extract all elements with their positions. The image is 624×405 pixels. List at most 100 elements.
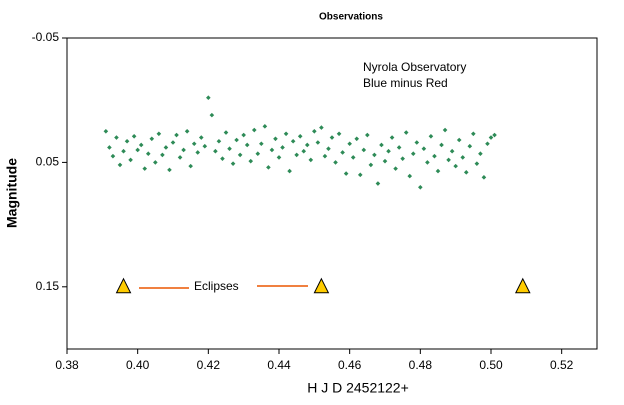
data-point bbox=[435, 168, 441, 174]
data-point bbox=[153, 160, 158, 165]
data-point bbox=[223, 130, 229, 135]
data-point bbox=[131, 133, 137, 139]
data-point bbox=[319, 125, 324, 130]
data-point bbox=[269, 147, 275, 153]
data-point bbox=[241, 132, 246, 138]
data-point bbox=[294, 152, 299, 158]
data-point bbox=[386, 148, 391, 154]
data-point bbox=[393, 166, 398, 171]
data-point bbox=[418, 184, 423, 190]
data-point bbox=[400, 156, 405, 161]
data-point bbox=[237, 152, 243, 158]
data-point bbox=[138, 142, 144, 148]
data-point bbox=[255, 151, 261, 156]
data-point bbox=[170, 140, 176, 145]
data-point bbox=[121, 148, 126, 154]
x-tick-label: 0.48 bbox=[409, 358, 433, 372]
data-point bbox=[262, 124, 268, 129]
data-point bbox=[439, 142, 444, 148]
data-point bbox=[442, 127, 448, 133]
data-point bbox=[114, 135, 119, 140]
data-point bbox=[227, 146, 232, 152]
data-point bbox=[336, 131, 342, 137]
data-point bbox=[244, 142, 250, 148]
x-tick-label: 0.44 bbox=[267, 358, 291, 372]
data-point bbox=[372, 152, 377, 158]
data-point bbox=[135, 147, 140, 153]
data-point bbox=[251, 127, 257, 133]
data-point bbox=[485, 141, 490, 147]
data-point bbox=[421, 146, 427, 152]
data-point bbox=[432, 153, 437, 159]
data-point bbox=[407, 173, 413, 179]
data-point bbox=[145, 151, 151, 156]
data-point bbox=[428, 133, 434, 139]
data-point bbox=[463, 170, 469, 175]
data-point bbox=[453, 163, 458, 169]
data-point bbox=[514, 277, 531, 294]
data-point bbox=[322, 153, 328, 159]
plot-frame bbox=[66, 37, 598, 350]
data-point bbox=[382, 158, 388, 164]
data-point bbox=[396, 145, 402, 150]
data-point bbox=[191, 141, 197, 147]
y-tick-label: -0.05 bbox=[32, 30, 60, 44]
data-point bbox=[184, 129, 190, 134]
y-axis-label: Magnitude bbox=[4, 158, 20, 228]
data-point bbox=[375, 181, 381, 186]
data-point bbox=[357, 172, 363, 178]
data-point bbox=[177, 155, 183, 160]
data-point bbox=[188, 163, 193, 169]
y-tick-label: 0.05 bbox=[36, 155, 60, 169]
data-point bbox=[312, 129, 317, 134]
data-point bbox=[156, 131, 162, 137]
data-point bbox=[313, 277, 330, 294]
data-point bbox=[280, 145, 285, 150]
data-point bbox=[209, 112, 215, 118]
data-point bbox=[174, 132, 179, 138]
data-point bbox=[368, 162, 374, 168]
data-point bbox=[354, 136, 360, 142]
data-point bbox=[202, 143, 208, 149]
data-point bbox=[456, 137, 462, 143]
data-point bbox=[467, 143, 473, 149]
data-point bbox=[340, 150, 345, 155]
data-point bbox=[181, 147, 186, 153]
data-point bbox=[230, 161, 236, 166]
data-point bbox=[389, 135, 395, 140]
data-point bbox=[308, 157, 314, 163]
data-point bbox=[474, 161, 480, 166]
data-point bbox=[287, 168, 292, 174]
data-point bbox=[301, 148, 307, 154]
data-point bbox=[492, 132, 497, 138]
data-point bbox=[142, 166, 148, 171]
data-point bbox=[167, 167, 172, 173]
data-point bbox=[103, 129, 109, 134]
data-point bbox=[471, 131, 476, 137]
data-point bbox=[213, 148, 218, 154]
data-point bbox=[365, 132, 370, 138]
data-point bbox=[276, 155, 282, 160]
annotation: Eclipses bbox=[194, 279, 239, 293]
data-point bbox=[110, 153, 116, 159]
data-point bbox=[460, 155, 466, 160]
annotation: Nyrola Observatory bbox=[363, 60, 466, 74]
data-point bbox=[449, 148, 455, 154]
data-point bbox=[403, 130, 409, 135]
data-point bbox=[425, 160, 430, 165]
data-point bbox=[206, 95, 211, 101]
data-point bbox=[163, 145, 169, 150]
data-point bbox=[195, 150, 201, 155]
data-point bbox=[248, 158, 254, 164]
data-point bbox=[115, 277, 132, 294]
data-point bbox=[128, 157, 133, 163]
data-point bbox=[315, 140, 321, 145]
data-point bbox=[304, 142, 310, 148]
data-point bbox=[198, 135, 204, 140]
y-tick-label: 0.15 bbox=[36, 279, 60, 293]
x-tick-label: 0.42 bbox=[197, 358, 221, 372]
data-point bbox=[124, 138, 130, 144]
x-tick-label: 0.52 bbox=[550, 358, 574, 372]
data-point bbox=[333, 160, 338, 165]
